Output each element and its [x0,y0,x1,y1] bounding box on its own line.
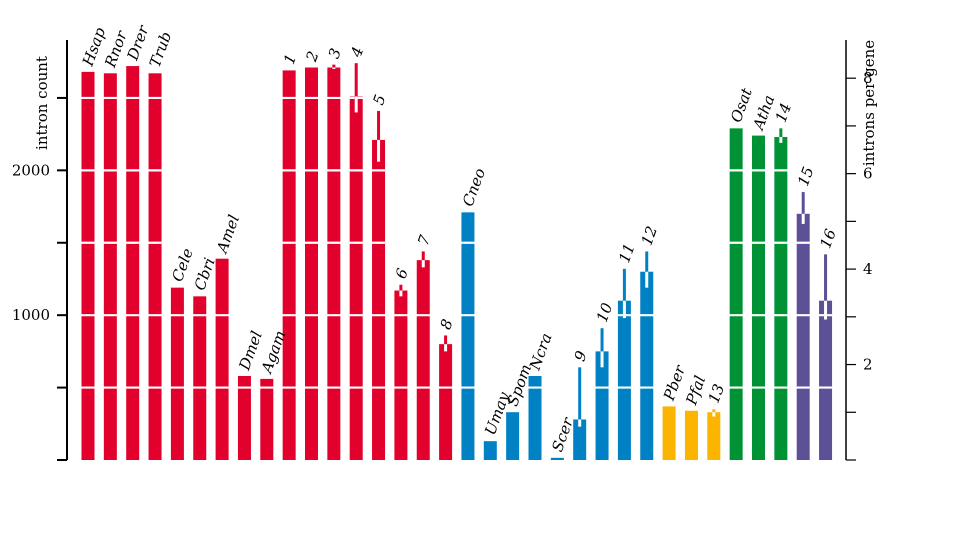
range-gap-7 [421,260,425,268]
range-gap-12 [645,271,649,288]
range-3 [332,64,336,69]
bar-3 [327,67,341,460]
bar-Pfal [684,410,698,460]
range-gap-6 [399,290,403,297]
bar-label-10: 10 [593,300,617,325]
range-gap-11 [622,300,626,319]
bar-label-3: 3 [325,46,345,61]
bar-Spom [506,412,520,460]
range-6 [399,284,403,297]
range-5 [377,110,381,162]
bar-label-Cneo: Cneo [459,166,489,209]
bar-label-9: 9 [571,348,591,364]
bar-label-Ncra: Ncra [526,331,556,373]
range-gap-3 [332,67,336,69]
range-gap-15 [801,213,805,224]
axes-layer: intron count introns per gene 1000 2000 2 4… [12,40,878,461]
bar-Amel [215,258,229,460]
bar-label-Pfal: Pfal [682,373,709,408]
bar-label-Cele: Cele [168,246,197,284]
bar-10 [595,351,609,460]
range-gap-13 [712,412,716,417]
range-gap-8 [444,344,448,352]
bar-9 [573,419,587,460]
bar-Agam [260,378,274,460]
bar-label-6: 6 [392,266,412,282]
bar-Trub [148,73,162,460]
bars-layer [81,66,833,461]
bar-4 [349,96,363,460]
bar-Hsap [81,71,95,461]
bar-14 [774,137,788,460]
range-9 [578,367,582,427]
right-tick-label-6: 6 [863,165,873,183]
range-gap-10 [600,351,604,368]
right-axis-title: introns per gene [860,40,878,166]
bar-16 [819,300,833,460]
range-14 [779,128,783,143]
bar-11 [617,300,631,460]
bar-label-2: 2 [302,49,323,65]
range-gap-4 [354,96,358,113]
left-axis-title: intron count [33,56,51,150]
bar-15 [796,213,810,460]
ranges-layer [332,63,828,427]
left-tick-label-2000: 2000 [12,161,50,179]
bar-label-1: 1 [280,52,300,67]
bar-8 [439,344,453,460]
bar-label-11: 11 [615,241,638,265]
bar-Ncra [528,376,542,460]
bar-Osat [729,128,743,460]
range-10 [600,328,604,368]
bar-Cneo [461,212,475,460]
range-16 [824,254,828,320]
bar-Cele [170,287,184,460]
range-12 [645,251,649,288]
right-tick-label-2: 2 [863,356,873,374]
range-gap-16 [824,300,828,320]
bar-Dmel [237,376,251,460]
bar-13 [707,412,721,460]
range-4 [354,63,358,113]
bar-label-5: 5 [369,92,389,107]
bar-6 [394,290,408,460]
bar-5 [372,139,386,460]
bar-label-8: 8 [436,317,456,332]
bar-2 [305,67,318,460]
bar-label-13: 13 [705,382,728,406]
bar-label-Cbri: Cbri [191,255,219,292]
bar-Rnor [103,73,117,460]
grid-layer [75,96,835,389]
bar-Scer [550,457,564,460]
right-tick-label-8: 8 [863,69,873,87]
bar-7 [416,260,430,460]
left-tick-label-1000: 1000 [12,306,50,324]
bar-label-Amel: Amel [212,212,243,257]
bar-label-14: 14 [772,101,795,125]
bar-Cbri [193,296,207,460]
range-gap-9 [578,419,582,427]
bar-1 [282,70,296,461]
range-15 [801,192,805,224]
bar-Umay [483,441,497,460]
bar-label-7: 7 [414,232,434,248]
bar-label-Scer: Scer [548,415,577,455]
right-tick-label-4: 4 [863,260,873,278]
range-8 [444,335,448,352]
range-gap-14 [779,137,783,143]
bar-label-12: 12 [638,224,661,248]
bar-Atha [752,135,765,460]
bar-12 [640,271,654,460]
range-11 [622,268,626,319]
bar-label-16: 16 [816,226,840,251]
bar-label-15: 15 [794,164,817,188]
bar-label-4: 4 [347,44,368,60]
bar-Pber [662,406,676,460]
range-gap-5 [377,139,381,162]
bar-Drer [126,66,140,460]
range-7 [421,251,425,268]
